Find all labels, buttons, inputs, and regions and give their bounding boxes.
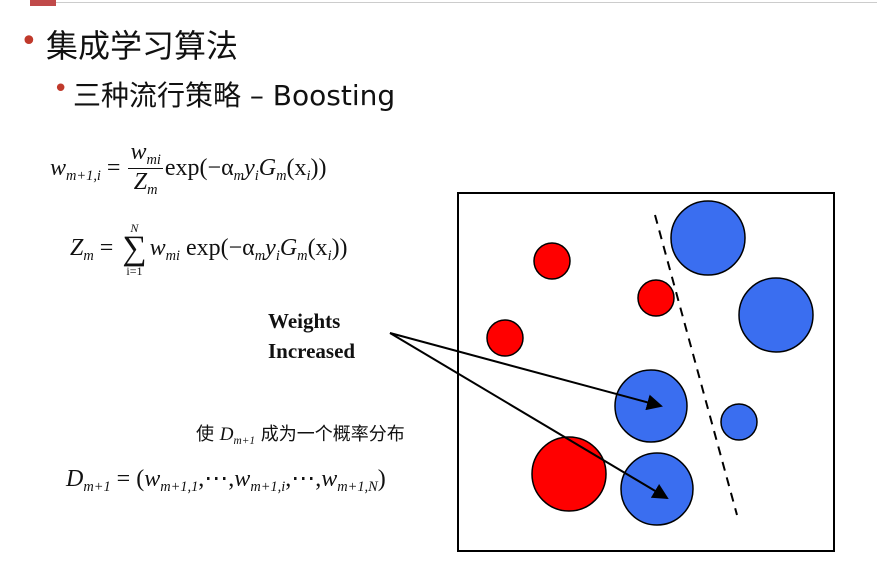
red-point — [533, 242, 571, 280]
diagram-frame — [457, 192, 835, 552]
formula-symbol: w — [149, 234, 166, 261]
formula-subscript: i — [306, 168, 311, 185]
formula-symbol: w — [130, 139, 147, 165]
formula-text: ,⋯, — [198, 466, 235, 492]
sum-lower-limit: i=1 — [126, 263, 143, 278]
formula-symbol: G — [279, 234, 298, 261]
bullet-level2: • — [53, 74, 69, 104]
formula-subscript: m+1,1 — [160, 479, 199, 496]
formula-subscript: i — [275, 247, 280, 264]
formula-symbol: Z — [133, 169, 148, 196]
formula-subscript: m — [297, 247, 308, 264]
formula-subscript: i — [254, 168, 259, 185]
label-line: Increased — [268, 339, 356, 363]
formula-subscript: m — [254, 247, 266, 264]
formula-symbol: w — [144, 466, 161, 492]
weight-update-formula: wm+1,i = wmi Zm exp(−αmyiGm(xi)) — [50, 139, 327, 199]
arrow-to-upper-point — [389, 332, 663, 411]
formula-subscript: mi — [146, 152, 161, 169]
formula-text: ) — [377, 466, 386, 492]
sum-upper-limit: N — [130, 221, 139, 235]
formula-subscript: m+1,i — [66, 168, 101, 185]
formula-text: )) — [331, 234, 348, 261]
formula-symbol: D — [219, 424, 234, 445]
formula-subscript: m+1,N — [337, 479, 378, 496]
formula-operator: = — [106, 155, 121, 182]
formula-symbol: y — [244, 155, 255, 182]
formula-subscript: mi — [165, 247, 180, 264]
blue-point-large — [670, 200, 746, 276]
bullet-level1: • — [20, 24, 38, 59]
red-point — [486, 319, 524, 357]
note-text: 使 — [196, 424, 220, 445]
formula-subscript: i — [327, 247, 332, 264]
formula-text: exp(−α — [185, 234, 255, 261]
formula-text: (x — [307, 234, 328, 261]
formula-text: ,⋯, — [285, 466, 322, 492]
formula-fraction: wmi Zm — [128, 139, 163, 199]
probability-note: 使 Dm+1 成为一个概率分布 — [196, 420, 405, 447]
slide-heading: 集成学习算法 — [46, 27, 239, 65]
formula-symbol: w — [50, 155, 67, 182]
normalizer-formula: Zm = N ∑ i=1 wmi exp(−αmyiGm(xi)) — [70, 222, 348, 277]
formula-subscript: m — [276, 168, 287, 185]
formula-symbol: G — [258, 155, 277, 182]
distribution-formula: Dm+1 = (wm+1,1,⋯,wm+1,i,⋯,wm+1,N) — [66, 464, 386, 496]
blue-point-large — [738, 277, 814, 353]
formula-text: )) — [310, 155, 327, 182]
title-accent-bar — [30, 0, 56, 6]
blue-point-weighted — [614, 369, 688, 443]
formula-subscript: m — [83, 247, 94, 264]
summation-sign: N ∑ i=1 — [122, 222, 146, 277]
title-rule — [56, 2, 877, 3]
slide-subheading: 三种流行策略 – Boosting — [73, 79, 396, 112]
red-point-large — [531, 436, 607, 512]
note-text: 成为一个概率分布 — [255, 424, 405, 445]
label-line: Weights — [268, 309, 341, 333]
formula-symbol: w — [234, 466, 251, 492]
blue-point — [720, 403, 758, 441]
formula-operator: = — [99, 234, 114, 261]
red-point — [637, 279, 675, 317]
formula-subscript: m+1 — [83, 479, 111, 496]
formula-subscript: m+1,i — [250, 479, 286, 496]
formula-symbol: y — [265, 234, 276, 261]
weights-increased-label: Weights Increased — [268, 306, 355, 366]
formula-subscript: m — [147, 182, 158, 199]
formula-text: exp(−α — [164, 155, 234, 182]
formula-subscript: m — [233, 168, 245, 185]
formula-text: (x — [286, 155, 307, 182]
arrow-to-lower-point — [389, 332, 669, 500]
blue-point-weighted — [620, 452, 694, 526]
formula-operator: = ( — [116, 466, 145, 492]
formula-symbol: Z — [70, 234, 84, 261]
formula-symbol: w — [321, 466, 338, 492]
decision-boundary — [654, 214, 738, 516]
formula-subscript: m+1 — [233, 434, 256, 447]
formula-symbol: D — [66, 466, 84, 492]
sum-symbol: ∑ — [122, 230, 147, 267]
